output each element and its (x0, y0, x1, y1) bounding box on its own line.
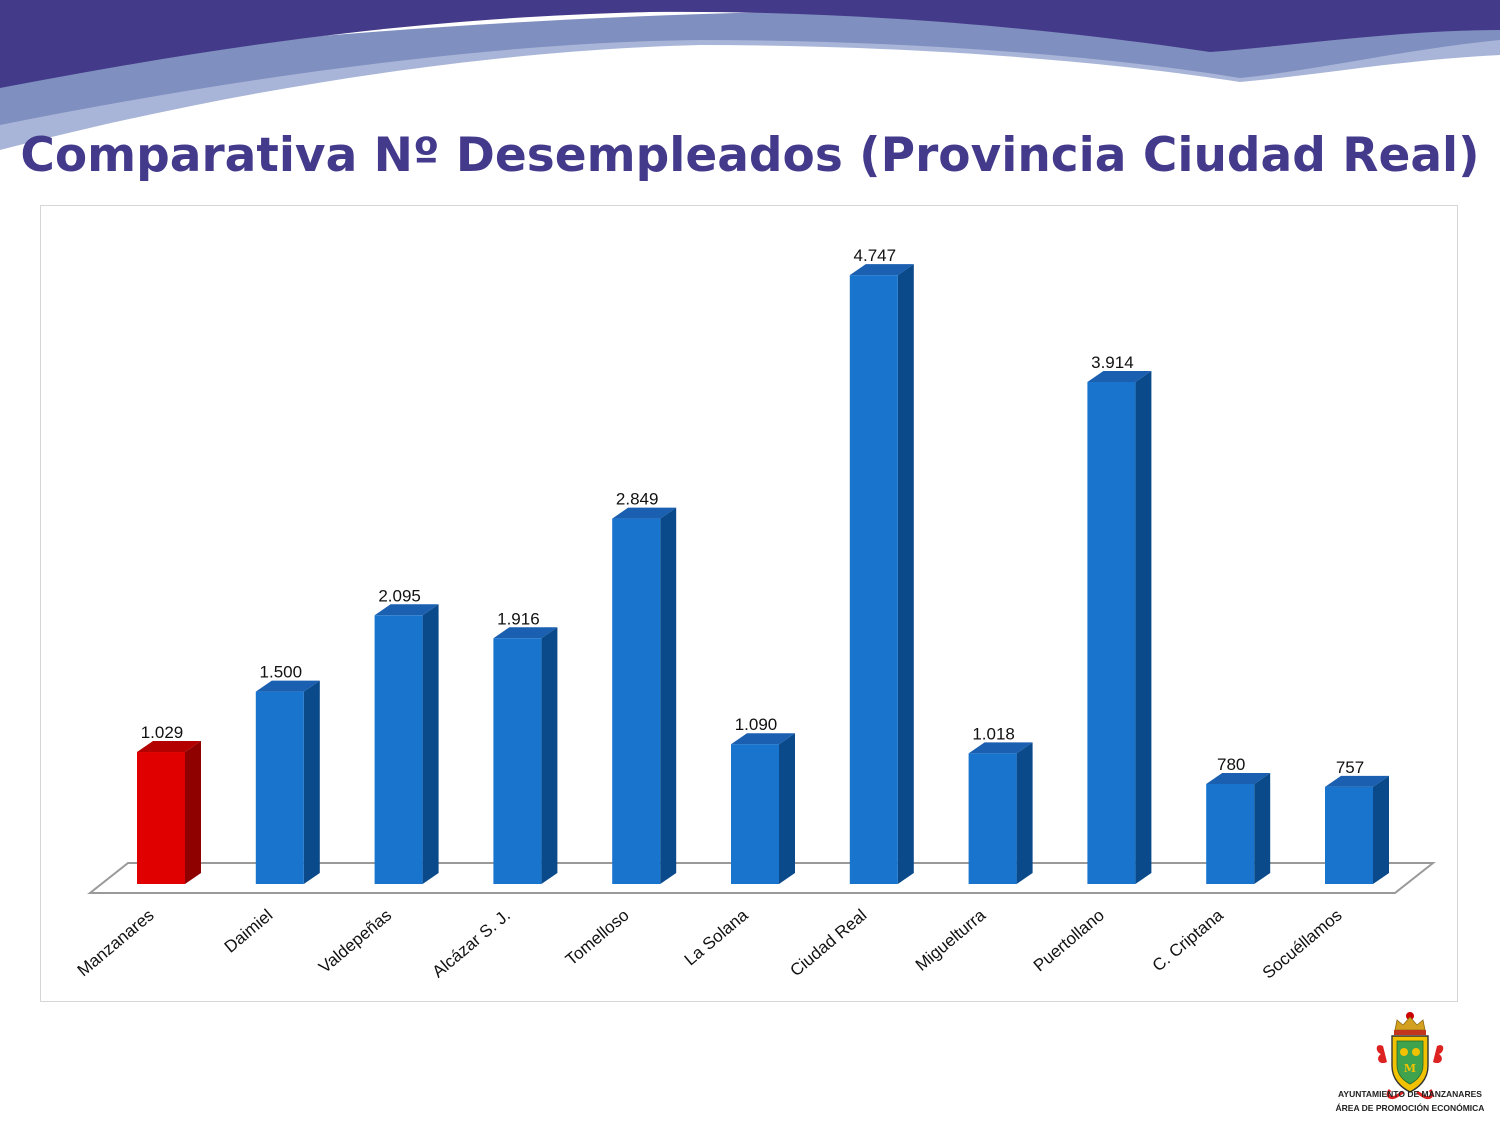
logo-caption-line1: AYUNTAMIENTO DE MANZANARES (1338, 1089, 1482, 1099)
data-label-tomelloso: 2.849 (616, 490, 659, 509)
bar-front-tomelloso (612, 518, 661, 884)
bar-top-valdepenas (374, 604, 439, 616)
bars-layer (137, 264, 1389, 884)
bar-side-tomelloso (660, 507, 677, 884)
data-label-socuellamos: 757 (1336, 758, 1364, 777)
category-label-puertollano: Puertollano (1030, 906, 1108, 976)
bar-side-puertollano (1135, 370, 1152, 884)
bar-valdepenas (374, 604, 439, 884)
bar-puertollano (1087, 370, 1152, 884)
bar-top-daimiel (255, 680, 320, 692)
svg-text:M: M (1404, 1062, 1416, 1075)
category-label-daimiel: Daimiel (221, 906, 277, 957)
bar-top-la-solana (731, 733, 795, 745)
bar-front-manzanares (137, 752, 185, 884)
bar-front-c-criptana (1206, 783, 1255, 884)
bar-top-c-criptana (1206, 772, 1271, 784)
data-label-manzanares: 1.029 (141, 723, 184, 742)
logo-caption-line2: ÁREA DE PROMOCIÓN ECONÓMICA (1335, 1103, 1485, 1113)
bar-front-alcazar-s-j (493, 638, 542, 884)
data-label-c-criptana: 780 (1217, 755, 1245, 774)
bar-miguelturra (968, 742, 1033, 884)
data-label-alcazar-s-j: 1.916 (497, 609, 540, 628)
bar-front-daimiel (255, 691, 304, 884)
bar-alcazar-s-j (493, 627, 558, 884)
bar-top-puertollano (1087, 370, 1152, 382)
bar-top-socuellamos (1325, 775, 1389, 787)
data-label-daimiel: 1.500 (260, 663, 303, 682)
bar-ciudad-real (849, 264, 914, 884)
data-label-la-solana: 1.090 (735, 715, 778, 734)
bar-front-valdepenas (374, 615, 423, 884)
bar-top-miguelturra (968, 742, 1033, 754)
category-label-la-solana: La Solana (681, 905, 752, 969)
bar-side-valdepenas (422, 604, 439, 884)
bar-top-ciudad-real (849, 264, 914, 276)
bar-front-la-solana (731, 744, 779, 884)
bar-top-alcazar-s-j (493, 627, 558, 639)
bar-side-manzanares (185, 741, 201, 884)
category-label-alcazar-s-j: Alcázar S. J. (429, 906, 514, 982)
bar-front-ciudad-real (849, 275, 898, 884)
category-label-socuellamos: Socuéllamos (1259, 906, 1346, 983)
data-label-ciudad-real: 4.747 (854, 246, 897, 265)
bar-side-la-solana (779, 733, 795, 884)
category-label-manzanares: Manzanares (74, 906, 158, 981)
bar-la-solana (731, 733, 795, 884)
bar-side-ciudad-real (897, 264, 914, 884)
data-label-miguelturra: 1.018 (972, 724, 1015, 743)
category-label-miguelturra: Miguelturra (912, 905, 990, 975)
data-label-valdepenas: 2.095 (378, 586, 421, 605)
bar-side-socuellamos (1373, 775, 1389, 884)
bar-side-daimiel (303, 680, 320, 884)
manzanares-coat-of-arms-logo: M (1376, 1012, 1444, 1100)
bar-top-tomelloso (612, 507, 677, 519)
bar-front-miguelturra (968, 753, 1017, 884)
category-label-ciudad-real: Ciudad Real (786, 906, 870, 981)
category-label-tomelloso: Tomelloso (562, 906, 633, 970)
bar-front-socuellamos (1325, 786, 1373, 884)
page-title: Comparativa Nº Desempleados (Provincia C… (20, 128, 1480, 183)
banner-wave-dark (0, 0, 1500, 88)
category-label-c-criptana: C. Criptana (1149, 905, 1227, 975)
bar-side-alcazar-s-j (541, 627, 558, 884)
bar-side-c-criptana (1254, 772, 1271, 884)
bar-chart: 1.029 Manzanares 1.500 Daimiel 2.095 Valdepeñ… (74, 246, 1436, 983)
bar-manzanares (137, 741, 201, 884)
bar-c-criptana (1206, 772, 1271, 884)
category-label-valdepenas: Valdepeñas (315, 906, 395, 977)
data-label-puertollano: 3.914 (1091, 353, 1134, 372)
bar-top-manzanares (137, 741, 201, 753)
bar-daimiel (255, 680, 320, 884)
header-banner (0, 0, 1500, 150)
bar-side-miguelturra (1016, 742, 1033, 884)
bar-tomelloso (612, 507, 677, 884)
bar-front-puertollano (1087, 381, 1136, 884)
bar-socuellamos (1325, 775, 1389, 884)
